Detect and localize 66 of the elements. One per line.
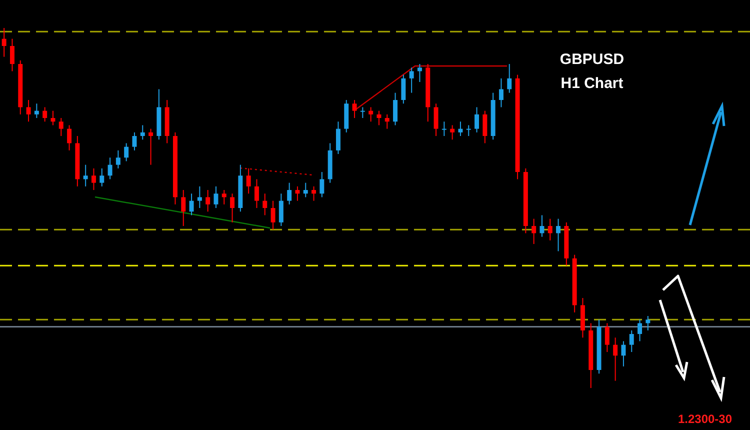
candlestick (278, 193, 284, 226)
candlestick (181, 190, 186, 226)
candlestick (384, 114, 390, 130)
candlestick (303, 182, 308, 198)
candlestick (222, 190, 226, 205)
candlestick (638, 319, 642, 342)
candlestick (295, 186, 300, 202)
candlestick (548, 218, 552, 241)
candlestick (262, 193, 268, 216)
candlestick (140, 124, 145, 140)
candlestick (91, 168, 96, 190)
candlestick (442, 121, 446, 136)
text: GBPUSD (560, 51, 624, 68)
candlestick (450, 124, 455, 140)
candlestick (540, 214, 544, 238)
candlestick (100, 168, 104, 187)
candlestick (148, 128, 154, 166)
candlestick (368, 106, 374, 122)
candlestick (352, 100, 357, 118)
candlestick (629, 330, 634, 352)
candlestick (254, 178, 259, 208)
candlestick (417, 64, 422, 82)
candlestick (393, 92, 398, 126)
candlestick (116, 150, 120, 169)
candlestick (360, 106, 365, 118)
candlestick (124, 142, 129, 162)
candlestick (604, 322, 610, 352)
candlestick (401, 74, 406, 104)
candlestick (613, 337, 618, 382)
candlestick (621, 340, 626, 367)
candlestick (312, 186, 316, 202)
candlestick (482, 110, 488, 144)
candlestick (646, 316, 650, 331)
candlestick (42, 106, 48, 122)
candlestick (376, 110, 382, 126)
candlestick (132, 132, 137, 151)
candlestick (556, 218, 561, 252)
candlestick (230, 193, 235, 223)
candlestick (498, 78, 504, 108)
candlestick (2, 28, 6, 58)
candlestick (189, 193, 194, 216)
candlestick (458, 121, 463, 136)
candlestick (409, 67, 414, 94)
candlestick (336, 121, 340, 154)
candlestick (434, 103, 438, 136)
candlestick (58, 118, 64, 136)
candlestick (466, 124, 471, 136)
candlestick (83, 164, 88, 187)
candlestick (474, 106, 480, 133)
candlestick (320, 172, 324, 198)
candlestick (26, 100, 31, 122)
candlestick (246, 168, 251, 194)
candlestick (10, 38, 14, 72)
candlestick (214, 186, 218, 208)
candlestick (34, 103, 39, 118)
candlestick (507, 64, 512, 94)
candlestick (50, 110, 56, 126)
text: 1.2300-30 (678, 412, 732, 426)
candlestick (270, 200, 276, 230)
candlestick (108, 157, 112, 180)
text: H1 Chart (560, 75, 624, 92)
candlestick (287, 182, 292, 205)
candlestick (67, 124, 72, 151)
candlestick (532, 218, 536, 244)
candlestick (206, 190, 210, 212)
candlestick (197, 186, 202, 208)
